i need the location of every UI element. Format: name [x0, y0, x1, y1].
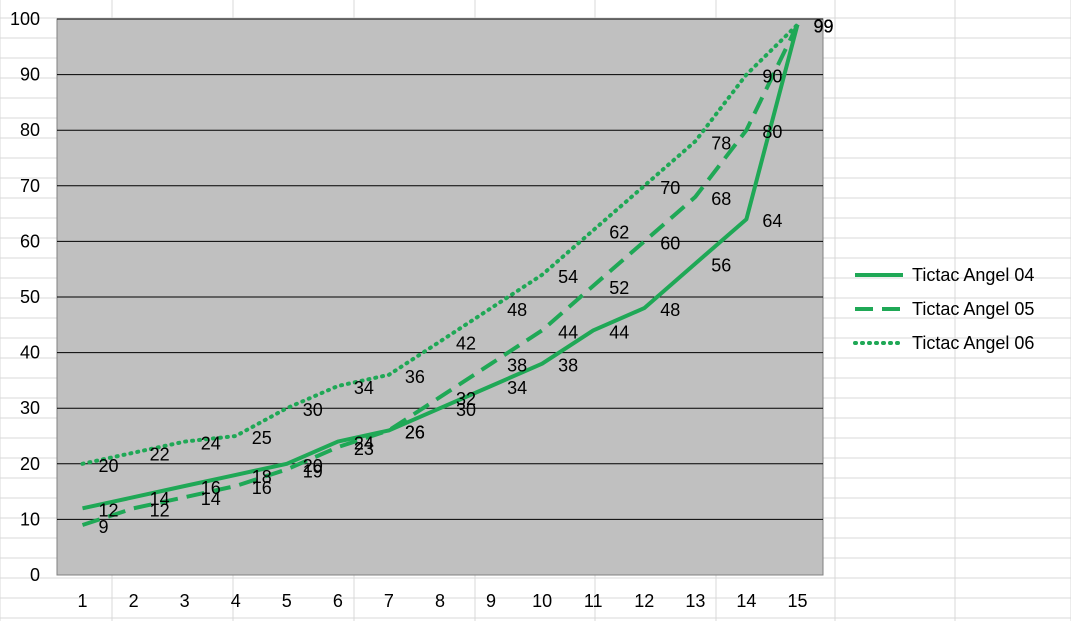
x-tick-label: 10 — [532, 591, 552, 611]
data-label: 99 — [814, 17, 834, 37]
legend-label: Tictac Angel 04 — [912, 265, 1034, 285]
data-label: 38 — [558, 356, 578, 376]
data-label: 22 — [150, 445, 170, 465]
data-label: 70 — [660, 178, 680, 198]
x-axis-tick-labels: 1 2 3 4 5 6 7 8 9 10 11 12 13 14 15 — [78, 591, 808, 611]
data-label: 62 — [609, 222, 629, 242]
data-label: 30 — [456, 400, 476, 420]
data-label: 80 — [762, 122, 782, 142]
x-tick-label: 11 — [584, 591, 603, 611]
x-tick-label: 12 — [634, 591, 654, 611]
data-label: 48 — [660, 300, 680, 320]
data-label: 90 — [762, 67, 782, 87]
y-tick-label: 30 — [20, 398, 40, 418]
data-label: 24 — [354, 434, 374, 454]
data-label: 16 — [252, 478, 272, 498]
y-tick-label: 20 — [20, 454, 40, 474]
data-label: 20 — [303, 456, 323, 476]
data-label: 34 — [507, 378, 527, 398]
y-tick-label: 90 — [20, 65, 40, 85]
data-label: 54 — [558, 267, 578, 287]
data-label: 99 — [814, 17, 834, 37]
data-label: 24 — [201, 434, 221, 454]
y-tick-label: 40 — [20, 343, 40, 363]
series-line-2 — [81, 23, 800, 527]
data-label: 26 — [405, 422, 425, 442]
data-labels: 1214161820242630343844485664999121416192… — [99, 17, 834, 537]
series-line-1 — [82, 24, 800, 511]
data-label: 64 — [762, 211, 782, 231]
x-tick-label: 1 — [78, 591, 88, 611]
x-tick-label: 7 — [384, 591, 394, 611]
y-tick-label: 100 — [10, 9, 40, 29]
data-label: 14 — [201, 489, 221, 509]
x-tick-label: 4 — [231, 591, 241, 611]
x-tick-label: 9 — [486, 591, 496, 611]
data-label: 56 — [711, 256, 731, 276]
x-tick-label: 5 — [282, 591, 292, 611]
data-label: 48 — [507, 300, 527, 320]
data-label: 52 — [609, 278, 629, 298]
series-line-3 — [80, 22, 800, 466]
data-label: 14 — [150, 489, 170, 509]
y-tick-label: 70 — [20, 176, 40, 196]
data-label: 42 — [456, 334, 476, 354]
data-label: 12 — [150, 500, 170, 520]
data-label: 23 — [354, 439, 374, 459]
data-label: 20 — [99, 456, 119, 476]
y-tick-label: 10 — [20, 509, 40, 529]
data-label: 78 — [711, 133, 731, 153]
x-tick-label: 13 — [685, 591, 705, 611]
y-tick-label: 80 — [20, 120, 40, 140]
data-label: 18 — [252, 467, 272, 487]
data-label: 44 — [609, 322, 629, 342]
legend-label: Tictac Angel 05 — [912, 299, 1034, 319]
y-axis-tick-labels: 0 10 20 30 40 50 60 70 80 90 100 — [10, 9, 40, 585]
data-label: 60 — [660, 233, 680, 253]
data-label: 19 — [303, 461, 323, 481]
data-label: 68 — [711, 189, 731, 209]
data-label: 32 — [456, 389, 476, 409]
x-tick-label: 3 — [180, 591, 190, 611]
y-tick-label: 50 — [20, 287, 40, 307]
x-tick-label: 8 — [435, 591, 445, 611]
series-lines — [80, 22, 800, 527]
y-tick-label: 60 — [20, 231, 40, 251]
data-label: 38 — [507, 356, 527, 376]
data-label: 12 — [99, 500, 119, 520]
data-label: 99 — [814, 17, 834, 37]
data-label: 30 — [303, 400, 323, 420]
x-tick-label: 6 — [333, 591, 343, 611]
data-label: 44 — [558, 322, 578, 342]
x-tick-label: 14 — [736, 591, 756, 611]
data-label: 9 — [99, 517, 109, 537]
data-label: 25 — [252, 428, 272, 448]
data-label: 34 — [354, 378, 374, 398]
x-tick-label: 15 — [787, 591, 807, 611]
data-label: 26 — [405, 422, 425, 442]
legend-label: Tictac Angel 06 — [912, 333, 1034, 353]
data-label: 36 — [405, 367, 425, 387]
data-label: 16 — [201, 478, 221, 498]
x-tick-label: 2 — [129, 591, 139, 611]
y-tick-label: 0 — [30, 565, 40, 585]
legend: Tictac Angel 04 Tictac Angel 05 Tictac Ang… — [853, 265, 1034, 353]
